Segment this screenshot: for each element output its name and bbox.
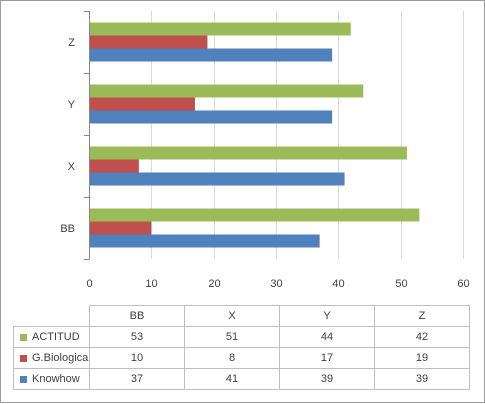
table-header-row: BB X Y Z [13,305,470,327]
bar-gbiologica-bb [90,221,152,235]
table-cell: 53 [89,326,185,348]
table-cell: 8 [184,347,280,369]
table-cell: 39 [374,368,470,390]
table-cell: 10 [89,347,185,369]
table-header-cell: X [184,305,280,327]
series-name: ACTITUD [32,331,80,343]
table-cell: 17 [279,347,375,369]
x-tick-label: 30 [270,278,282,290]
bar-knowhow-bb [90,234,320,248]
x-tick-label: 60 [457,278,469,290]
y-category-label: Z [68,37,75,49]
bar-actitud-z [90,22,351,36]
table-row-header: G.Biologica [13,347,90,369]
table-row-header: ACTITUD [13,326,90,348]
bar-actitud-bb [90,208,420,222]
table-row-gbiologica: G.Biologica 10 8 17 19 [13,347,470,369]
table-cell: 37 [89,368,185,390]
y-category-label: Y [68,99,76,111]
table-cell: 41 [184,368,280,390]
x-tick-label: 10 [145,278,157,290]
table-row-actitud: ACTITUD 53 51 44 42 [13,326,470,348]
bar-actitud-x [90,146,407,160]
table-header-cell: Y [279,305,375,327]
legend-swatch-actitud [20,333,27,341]
table-cell: 19 [374,347,470,369]
x-tick-label: 50 [395,278,407,290]
series-name: G.Biologica [32,352,89,364]
bar-knowhow-x [90,172,345,186]
table-header-cell: BB [89,305,185,327]
series-name: Knowhow [32,373,80,385]
bar-gbiologica-y [90,97,195,111]
legend-swatch-gbiologica [20,354,27,362]
table-corner [13,305,90,327]
legend-swatch-knowhow [20,375,27,383]
bar-gbiologica-z [90,35,208,49]
x-tick-label: 0 [86,278,92,290]
table-cell: 44 [279,326,375,348]
data-table: BB X Y Z ACTITUD 53 51 44 42 G.Biologica… [13,305,470,390]
x-tick-label: 40 [332,278,344,290]
table-cell: 42 [374,326,470,348]
x-tick-label: 20 [208,278,220,290]
table-row-knowhow: Knowhow 37 41 39 39 [13,368,470,390]
bar-knowhow-y [90,110,333,124]
y-category-label: X [68,161,76,173]
bar-actitud-y [90,84,364,98]
table-row-header: Knowhow [13,368,90,390]
y-category-label: BB [60,223,75,235]
bar-gbiologica-x [90,159,139,173]
bar-knowhow-z [90,48,333,62]
table-cell: 39 [279,368,375,390]
table-header-cell: Z [374,305,470,327]
table-cell: 51 [184,326,280,348]
